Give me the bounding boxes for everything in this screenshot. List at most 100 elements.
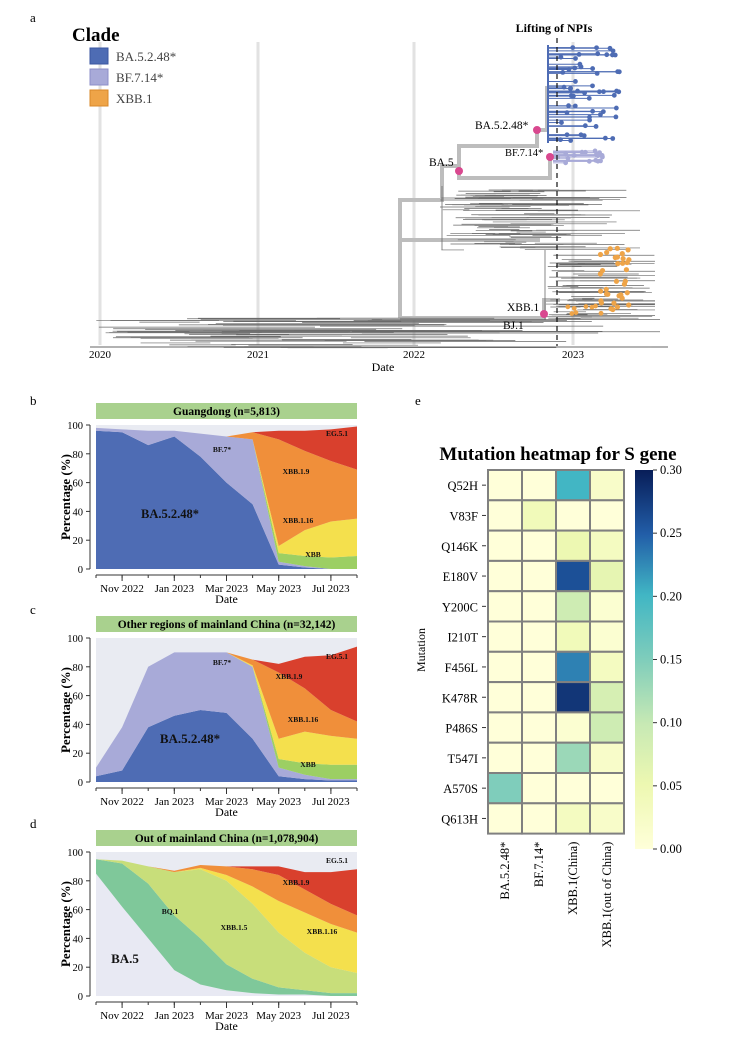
- area-ytick-label: 20: [73, 536, 84, 547]
- area-chart-other-regions: Other regions of mainland China (n=32,14…: [58, 616, 358, 819]
- heatmap-cell: [487, 650, 523, 684]
- area-ytick-label: 60: [73, 692, 84, 703]
- heatmap-cell: [589, 650, 625, 684]
- heatmap-ylabel: Mutation: [414, 628, 428, 672]
- legend-swatch-bf714: [89, 68, 109, 86]
- heatmap-row-label: I210T: [447, 631, 478, 645]
- area-xtick-label: Jan 2023: [155, 1010, 195, 1022]
- heatmap-cell: [487, 469, 523, 502]
- heatmap-cell: [589, 711, 625, 744]
- tip-xbb1: [603, 291, 610, 297]
- area-xtick-label: Mar 2023: [205, 583, 249, 595]
- heatmap-col-label: XBB.1(China): [566, 842, 580, 915]
- heatmap-cell: [555, 499, 591, 532]
- area-series-xbb-1-5: [96, 859, 357, 994]
- area-inline-label: XBB.1.5: [221, 923, 248, 932]
- heatmap-cell: [555, 711, 591, 744]
- heatmap-cell: [487, 559, 523, 593]
- area-banner: [96, 403, 357, 419]
- heatmap-cell: [487, 681, 523, 714]
- tip-ba5248: [573, 56, 578, 61]
- heatmap-cell: [589, 559, 625, 593]
- tip-ba5248: [598, 112, 603, 118]
- heatmap-cell: [521, 499, 557, 532]
- heatmap-cell: [521, 711, 557, 744]
- heatmap-cell: [555, 590, 591, 623]
- tip-ba5248: [613, 114, 619, 120]
- tip-ba5248: [572, 103, 578, 109]
- area-series-xbb-1-16: [96, 652, 357, 768]
- area-series-xbb: [96, 652, 357, 780]
- tip-ba5248: [568, 138, 574, 143]
- tip-xbb1: [583, 304, 589, 309]
- tip-ba5248: [587, 114, 592, 120]
- tip-xbb1: [614, 254, 621, 260]
- heatmap-cell: [487, 711, 523, 744]
- area-xtick-label: May 2023: [256, 583, 301, 595]
- colorbar-tick-label: 0.20: [660, 589, 682, 603]
- area-inline-label: BF.7*: [213, 658, 232, 667]
- area-title: Out of mainland China (n=1,078,904): [135, 833, 319, 845]
- panel-label-b: b: [30, 393, 37, 408]
- tip-xbb1: [614, 304, 621, 310]
- heatmap-cell: [487, 802, 523, 835]
- tip-xbb1: [593, 303, 598, 309]
- tip-ba5248: [586, 95, 592, 101]
- heatmap: Q52H V83F Q146K E180V Y200C I210T F456L K478R P4…: [441, 469, 625, 948]
- area-series-eg-5-1: [96, 426, 357, 470]
- area-ytick-label: 40: [73, 934, 84, 945]
- colorbar-tick-label: 0.10: [660, 716, 682, 730]
- heatmap-cell: [589, 620, 625, 653]
- heatmap-cell: [521, 772, 557, 805]
- heatmap-cell: [555, 469, 591, 502]
- tip-bf714: [598, 158, 603, 164]
- heatmap-cell: [487, 772, 523, 805]
- area-banner: [96, 616, 357, 632]
- tree-xlabel: Date: [372, 360, 395, 374]
- tip-ba5248: [559, 120, 564, 125]
- area-inline-label: BA.5.2.48*: [160, 731, 220, 746]
- heatmap-cell: [521, 741, 557, 775]
- heatmap-row-label: T547I: [447, 752, 478, 766]
- heatmap-cell: [555, 681, 591, 714]
- legend-label-bf714: BF.7.14*: [116, 70, 163, 85]
- area-inline-label: XBB: [300, 760, 315, 769]
- area-xlabel: Date: [215, 1019, 238, 1033]
- colorbar-tick-label: 0.15: [660, 653, 682, 667]
- tip-xbb1: [624, 290, 630, 296]
- heatmap-col-label: XBB.1(out of China): [600, 842, 614, 948]
- area-xtick-label: Mar 2023: [205, 1010, 249, 1022]
- heatmap-cell: [589, 772, 625, 805]
- heatmap-row-label: Q52H: [447, 479, 478, 493]
- tip-xbb1: [611, 300, 617, 306]
- tip-xbb1: [604, 249, 610, 256]
- area-xtick-label: Jan 2023: [155, 583, 195, 595]
- tip-xbb1: [615, 261, 621, 267]
- area-ytick-label: 60: [73, 479, 84, 490]
- heatmap-cell: [555, 650, 591, 684]
- area-series-eg-5-1: [96, 859, 357, 916]
- heatmap-row-label: K478R: [442, 691, 479, 705]
- area-ylabel: Percentage (%): [58, 667, 73, 753]
- tip-ba5248: [610, 48, 616, 54]
- heatmap-cell: [589, 499, 625, 532]
- area-series-bq-1: [96, 859, 357, 996]
- heatmap-cell: [555, 529, 591, 562]
- area-ytick-label: 0: [78, 565, 83, 576]
- npi-label: Lifting of NPIs: [516, 21, 593, 35]
- tree-xtick: 2023: [562, 349, 585, 361]
- area-inline-label: XBB.1.9: [276, 672, 303, 681]
- tip-xbb1: [613, 278, 620, 284]
- colorbar-tick-label: 0.25: [660, 526, 682, 540]
- area-ytick-label: 80: [73, 877, 84, 888]
- tip-xbb1: [598, 288, 604, 294]
- panel-label-a: a: [30, 10, 36, 25]
- area-inline-label: BA.5.2.48*: [141, 507, 199, 521]
- area-inline-label: XBB: [305, 550, 320, 559]
- tip-bf714: [582, 149, 588, 155]
- heatmap-cell: [521, 650, 557, 684]
- area-ytick-label: 20: [73, 963, 84, 974]
- heatmap-row-label: Q613H: [441, 812, 478, 826]
- tip-xbb1: [621, 281, 628, 287]
- tip-ba5248: [561, 84, 567, 90]
